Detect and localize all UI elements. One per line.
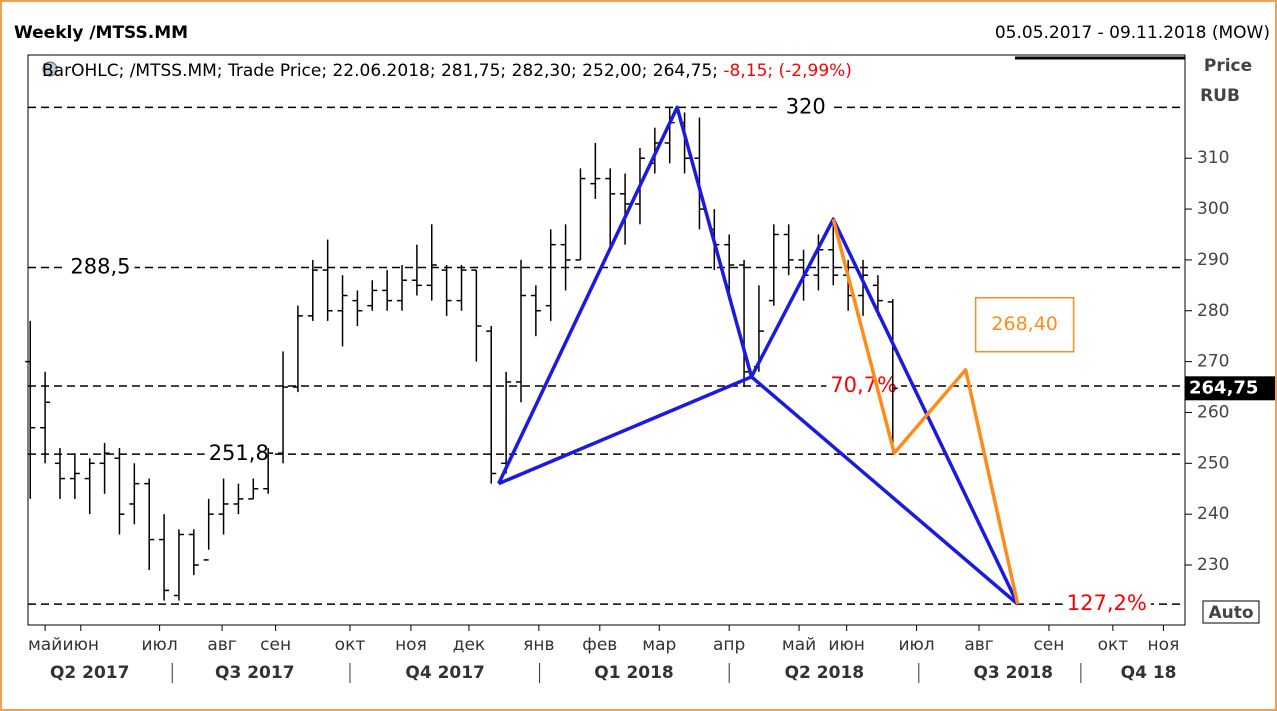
x-tick-label: авг <box>207 635 236 655</box>
legend-icon <box>42 61 58 77</box>
quarter-label: Q2 2017 <box>50 663 130 683</box>
x-tick-label: сен <box>1033 635 1064 655</box>
quarter-label: Q2 2018 <box>785 663 865 683</box>
level-label: 70,7% <box>830 373 897 397</box>
level-label-bg <box>826 373 902 398</box>
level-label: 251,8 <box>209 441 269 465</box>
annotation-label: 268,40 <box>991 313 1057 335</box>
pattern-line <box>831 218 1020 605</box>
y-tick-label: 290 <box>1197 250 1229 270</box>
legend-change: -8,15; (-2,99%) <box>723 61 852 81</box>
level-label-bg <box>204 441 273 466</box>
y-tick-label: 270 <box>1197 352 1229 372</box>
quarter-label: Q3 2018 <box>973 663 1053 683</box>
x-tick-label: янв <box>523 635 554 655</box>
y-axis-title: Price <box>1204 56 1252 76</box>
x-tick-label: ноя <box>1148 635 1180 655</box>
pattern-line <box>498 375 1019 606</box>
x-tick-label: дек <box>453 635 485 655</box>
x-tick-label: июн <box>828 635 864 655</box>
legend: BarOHLC; /MTSS.MM; Trade Price; 22.06.20… <box>42 61 852 81</box>
annotation-box <box>974 296 1075 353</box>
y-tick-label: 230 <box>1197 555 1229 575</box>
x-tick-label: мар <box>642 635 676 655</box>
last-price-label: 264,75 <box>1189 377 1258 398</box>
level-label-bg <box>1062 591 1151 616</box>
x-tick-label: ноя <box>395 635 427 655</box>
x-tick-label: фев <box>582 635 617 655</box>
level-label-bg <box>781 94 830 119</box>
y-tick-label: 280 <box>1197 301 1229 321</box>
date-range: 05.05.2017 - 09.11.2018 (MOW) <box>995 23 1270 43</box>
level-label: 127,2% <box>1067 591 1147 615</box>
chart-title: Weekly /MTSS.MM <box>14 23 188 43</box>
level-label: 288,5 <box>70 255 130 279</box>
x-tick-label: июн <box>63 635 99 655</box>
auto-label: Auto <box>1208 603 1253 623</box>
y-tick-label: 260 <box>1197 402 1229 422</box>
quarter-label: Q1 2018 <box>594 663 674 683</box>
quarter-label: Q3 2017 <box>215 663 295 683</box>
x-tick-label: май <box>28 635 62 655</box>
last-price-box <box>1185 376 1275 401</box>
x-tick-label: окт <box>1098 635 1129 655</box>
legend-text: BarOHLC; /MTSS.MM; Trade Price; 22.06.20… <box>42 61 718 81</box>
x-tick-label: окт <box>335 635 366 655</box>
quarter-label: Q4 2017 <box>405 663 485 683</box>
y-tick-label: 240 <box>1197 504 1229 524</box>
level-label: 320 <box>786 94 826 118</box>
x-tick-label: авг <box>964 635 993 655</box>
x-tick-label: апр <box>713 635 745 655</box>
x-tick-label: июл <box>898 635 934 655</box>
x-tick-label: июл <box>141 635 177 655</box>
quarter-label: Q4 18 <box>1121 663 1177 683</box>
auto-box <box>1202 600 1260 624</box>
plot-border <box>27 54 1186 626</box>
level-label-bg <box>66 254 135 279</box>
y-tick-label: 250 <box>1197 453 1229 473</box>
x-tick-label: сен <box>260 635 291 655</box>
y-axis-unit: RUB <box>1200 86 1240 106</box>
x-tick-label: май <box>782 635 816 655</box>
y-tick-label: 300 <box>1197 199 1229 219</box>
y-tick-label: 310 <box>1197 148 1229 168</box>
